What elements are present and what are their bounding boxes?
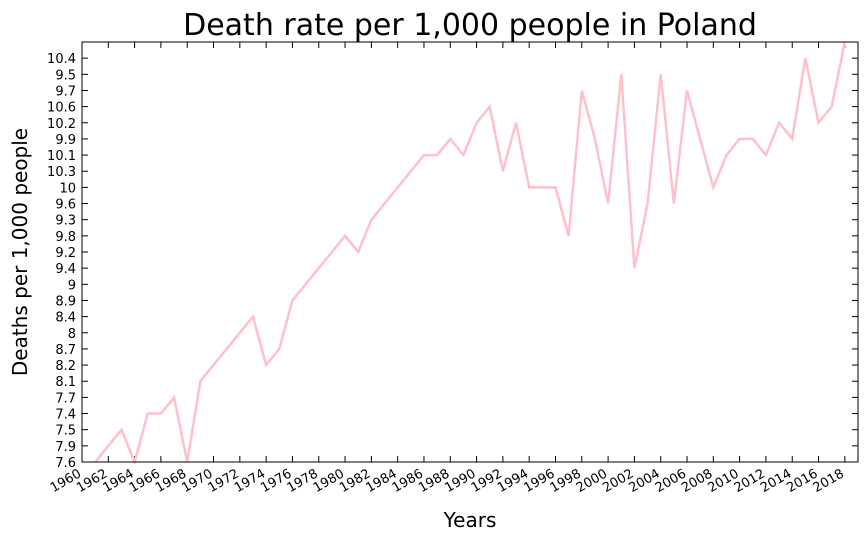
y-axis-label: Deaths per 1,000 people — [8, 128, 32, 376]
plot-frame — [81, 41, 859, 463]
y-tick-label: 7.4 — [55, 408, 76, 423]
y-tick-label: 9.9 — [55, 133, 76, 148]
y-tick-label: 8.9 — [55, 294, 76, 309]
y-tick-label: 10.3 — [47, 165, 76, 180]
y-tick-label: 9 — [68, 278, 76, 293]
y-tick-label: 7.7 — [55, 391, 76, 406]
y-tick-label: 8.4 — [55, 311, 76, 326]
y-tick-label: 10.4 — [47, 52, 76, 67]
y-tick-label: 9.8 — [55, 230, 76, 245]
data-line — [94, 41, 847, 464]
y-tick-label: 10.1 — [47, 149, 76, 164]
x-axis-label: Years — [443, 508, 497, 532]
y-tick-label: 9.2 — [55, 246, 76, 261]
y-tick-label: 8.7 — [55, 343, 76, 358]
y-tick-label: 9.6 — [55, 198, 76, 213]
y-tick-label: 8.1 — [55, 375, 76, 390]
y-tick-label: 9.5 — [55, 68, 76, 83]
y-tick-label: 9.7 — [55, 84, 76, 99]
y-tick-label: 7.6 — [55, 456, 76, 471]
y-tick-label: 9.4 — [55, 262, 76, 277]
y-tick-label: 8 — [68, 327, 76, 342]
chart-title: Death rate per 1,000 people in Poland — [183, 8, 757, 43]
y-tick-label: 10 — [59, 181, 76, 196]
y-tick-label: 10.6 — [47, 101, 76, 116]
y-tick-label: 7.5 — [55, 424, 76, 439]
y-tick-label: 10.2 — [47, 117, 76, 132]
y-tick-label: 8.2 — [55, 359, 76, 374]
y-tick-label: 9.3 — [55, 214, 76, 229]
y-tick-label: 7.9 — [55, 440, 76, 455]
x-tick-label: 2018 — [811, 466, 847, 496]
